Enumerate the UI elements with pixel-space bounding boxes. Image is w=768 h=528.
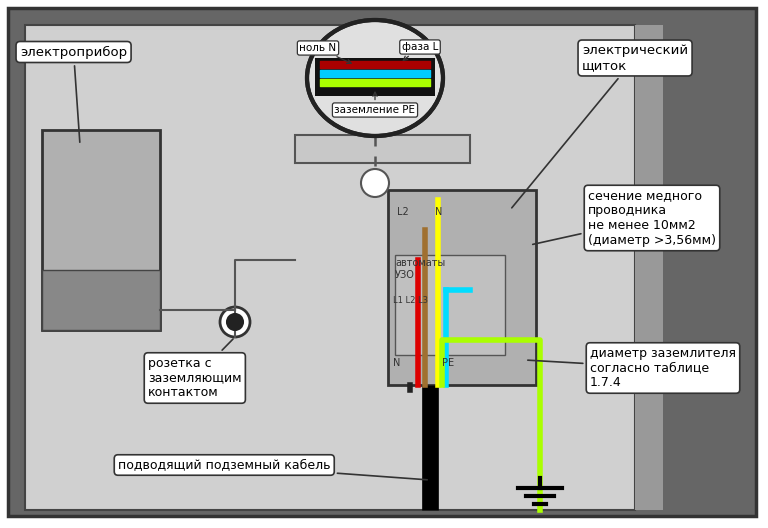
Text: розетка с
заземляющим
контактом: розетка с заземляющим контактом — [148, 339, 242, 400]
FancyBboxPatch shape — [395, 255, 505, 355]
FancyBboxPatch shape — [315, 58, 435, 96]
Text: L2: L2 — [397, 207, 409, 217]
FancyBboxPatch shape — [388, 190, 536, 385]
FancyBboxPatch shape — [295, 135, 470, 163]
FancyBboxPatch shape — [25, 25, 635, 510]
FancyBboxPatch shape — [635, 25, 663, 510]
Text: L1 L2 L3: L1 L2 L3 — [393, 296, 428, 305]
FancyBboxPatch shape — [42, 270, 160, 330]
FancyBboxPatch shape — [42, 130, 160, 330]
Text: фаза L: фаза L — [402, 42, 439, 60]
Text: N: N — [435, 207, 442, 217]
Text: N: N — [393, 358, 400, 368]
Text: сечение медного
проводника
не менее 10мм2
(диаметр >3,56мм): сечение медного проводника не менее 10мм… — [533, 189, 716, 247]
Circle shape — [361, 169, 389, 197]
Circle shape — [220, 307, 250, 337]
FancyBboxPatch shape — [8, 8, 756, 516]
Text: электрический
щиток: электрический щиток — [511, 44, 688, 208]
Circle shape — [227, 314, 243, 330]
Text: электроприбор: электроприбор — [20, 45, 127, 142]
Ellipse shape — [307, 20, 443, 136]
Text: заземление PE: заземление PE — [335, 92, 415, 115]
Text: автоматы
УЗО: автоматы УЗО — [395, 258, 445, 280]
Text: подводящий подземный кабель: подводящий подземный кабель — [118, 458, 427, 480]
Text: PE: PE — [442, 358, 454, 368]
Text: диаметр заземлителя
согласно таблице
1.7.4: диаметр заземлителя согласно таблице 1.7… — [528, 346, 736, 390]
Text: ноль N: ноль N — [300, 43, 351, 63]
